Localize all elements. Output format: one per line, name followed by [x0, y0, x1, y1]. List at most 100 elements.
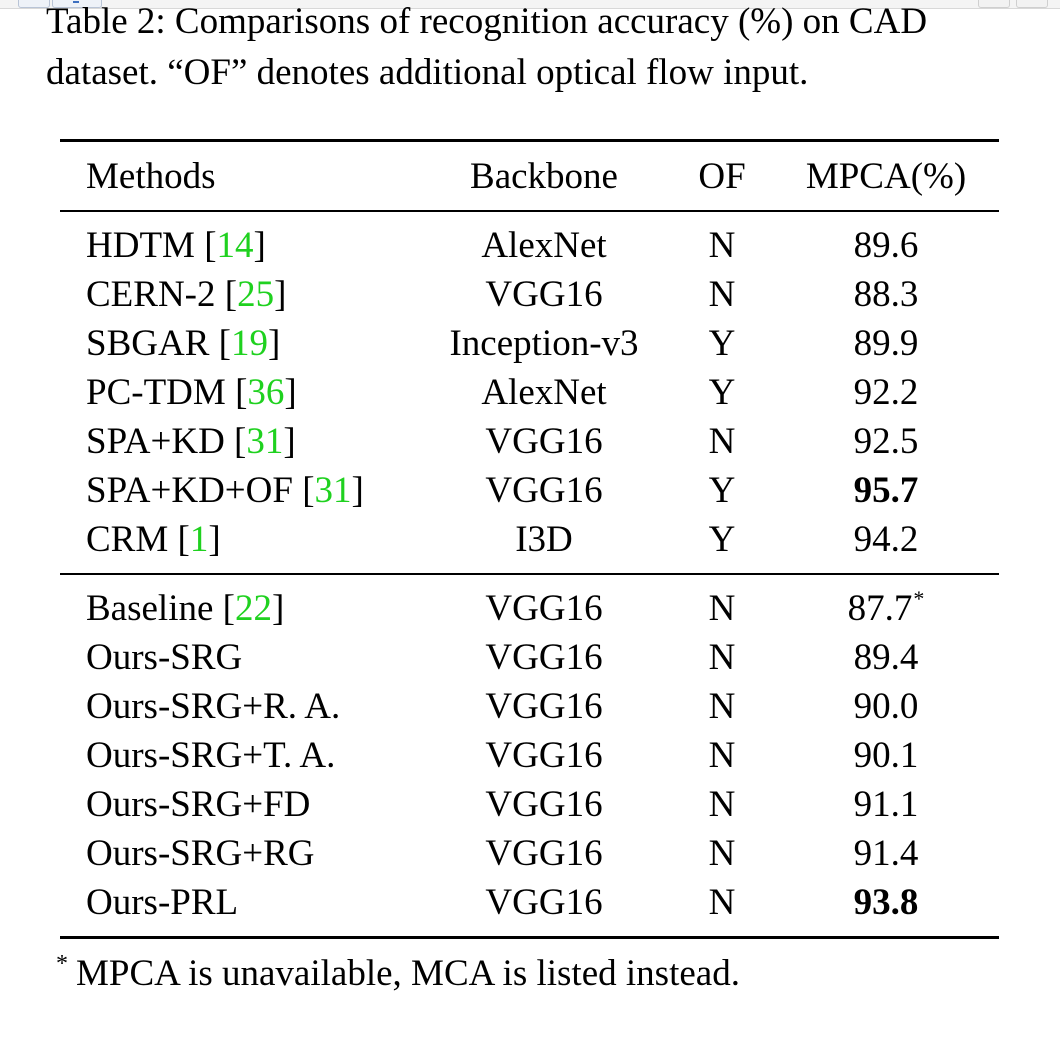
- mpca-value: 87.7: [847, 588, 913, 629]
- mpca-cell: 93.8: [854, 883, 919, 923]
- mpca-cell: 89.6: [854, 226, 919, 266]
- citation-link[interactable]: 1: [189, 519, 209, 560]
- method-name: CRM: [86, 519, 169, 560]
- method-cell: CRM [1]: [86, 519, 221, 560]
- header-mpca: MPCA(%): [805, 156, 967, 197]
- chevron-down-icon: [73, 0, 79, 3]
- backbone-cell: VGG16: [485, 735, 603, 776]
- mpca-cell: 87.7*: [847, 586, 925, 633]
- of-cell: Y: [708, 519, 736, 560]
- method-cell: Ours-SRG+FD: [86, 785, 310, 825]
- mpca-cell: 94.2: [854, 520, 919, 560]
- citation-link[interactable]: 36: [247, 372, 285, 413]
- method-cell: Ours-SRG: [86, 638, 242, 678]
- footnote-marker: *: [913, 586, 925, 611]
- backbone-cell: AlexNet: [481, 225, 607, 266]
- of-cell: N: [708, 274, 736, 315]
- header-of: OF: [698, 156, 746, 197]
- backbone-cell: VGG16: [485, 274, 603, 315]
- method-name: CERN-2: [86, 274, 216, 315]
- table-bottom-rule: [60, 936, 999, 939]
- footnote-mark: *: [56, 951, 68, 977]
- of-cell: N: [708, 833, 736, 874]
- backbone-cell: VGG16: [485, 421, 603, 462]
- table-caption: Table 2: Comparisons of recognition accu…: [46, 0, 1046, 98]
- of-cell: N: [708, 686, 736, 727]
- backbone-cell: I3D: [515, 519, 573, 560]
- citation-link[interactable]: 19: [230, 323, 268, 364]
- method-cell: Ours-SRG+R. A.: [86, 687, 340, 727]
- table-top-rule: [60, 139, 999, 142]
- backbone-cell: AlexNet: [481, 372, 607, 413]
- mpca-cell: 92.2: [854, 373, 919, 413]
- backbone-cell: VGG16: [485, 686, 603, 727]
- toolbar-dropdown-button[interactable]: [52, 0, 102, 8]
- mpca-cell: 89.4: [854, 638, 919, 678]
- backbone-cell: VGG16: [485, 588, 603, 629]
- mpca-cell: 91.1: [854, 785, 919, 825]
- method-cell: Baseline [22]: [86, 588, 285, 629]
- header-backbone: Backbone: [470, 156, 618, 197]
- citation-link[interactable]: 31: [314, 470, 352, 511]
- of-cell: N: [708, 784, 736, 825]
- group-separator-rule: [60, 573, 999, 575]
- header-methods: Methods: [86, 156, 216, 197]
- mpca-cell: 91.4: [854, 834, 919, 874]
- citation-link[interactable]: 31: [246, 421, 284, 462]
- method-name: Ours-SRG: [86, 637, 243, 678]
- backbone-cell: VGG16: [485, 833, 603, 874]
- table-footnote: * MPCA is unavailable, MCA is listed inst…: [56, 951, 740, 1000]
- method-cell: SBGAR [19]: [86, 323, 281, 364]
- caption-line-1: Table 2: Comparisons of recognition accu…: [46, 1, 928, 42]
- method-cell: SPA+KD+OF [31]: [86, 470, 364, 511]
- mpca-value: 93.8: [853, 882, 919, 923]
- mpca-value: 89.6: [853, 225, 919, 266]
- toolbar-button[interactable]: [978, 0, 1010, 8]
- viewer-toolbar: [0, 0, 1060, 9]
- mpca-value: 94.2: [853, 519, 919, 560]
- toolbar-button[interactable]: [18, 0, 50, 8]
- backbone-cell: VGG16: [485, 784, 603, 825]
- of-cell: Y: [708, 372, 736, 413]
- mpca-value: 91.4: [853, 833, 919, 874]
- mpca-cell: 92.5: [854, 422, 919, 462]
- method-name: Baseline: [86, 588, 214, 629]
- method-name: SPA+KD: [86, 421, 225, 462]
- method-cell: HDTM [14]: [86, 225, 266, 266]
- backbone-cell: Inception-v3: [449, 323, 639, 364]
- backbone-cell: VGG16: [485, 470, 603, 511]
- method-name: PC-TDM: [86, 372, 226, 413]
- of-cell: N: [708, 588, 736, 629]
- of-cell: N: [708, 225, 736, 266]
- method-name: Ours-SRG+RG: [86, 833, 315, 874]
- method-name: HDTM: [86, 225, 195, 266]
- method-name: Ours-PRL: [86, 882, 239, 923]
- of-cell: N: [708, 735, 736, 776]
- mpca-value: 92.2: [853, 372, 919, 413]
- toolbar-button[interactable]: [1016, 0, 1048, 8]
- mpca-value: 90.1: [853, 735, 919, 776]
- mpca-cell: 95.7: [854, 471, 919, 511]
- mpca-value: 89.9: [853, 323, 919, 364]
- method-name: Ours-SRG+T. A.: [86, 735, 336, 776]
- citation-link[interactable]: 14: [216, 225, 254, 266]
- backbone-cell: VGG16: [485, 882, 603, 923]
- of-cell: N: [708, 882, 736, 923]
- mpca-cell: 89.9: [854, 324, 919, 364]
- citation-link[interactable]: 22: [234, 588, 272, 629]
- header-rule: [60, 210, 999, 212]
- footnote-text: MPCA is unavailable, MCA is listed inste…: [76, 953, 740, 994]
- mpca-value: 88.3: [853, 274, 919, 315]
- mpca-value: 91.1: [853, 784, 919, 825]
- backbone-cell: VGG16: [485, 637, 603, 678]
- citation-link[interactable]: 25: [237, 274, 275, 315]
- mpca-value: 92.5: [853, 421, 919, 462]
- method-cell: Ours-SRG+RG: [86, 834, 315, 874]
- of-cell: N: [708, 637, 736, 678]
- of-cell: Y: [708, 470, 736, 511]
- of-cell: Y: [708, 323, 736, 364]
- of-cell: N: [708, 421, 736, 462]
- method-cell: Ours-PRL: [86, 883, 238, 923]
- method-cell: SPA+KD [31]: [86, 421, 296, 462]
- mpca-cell: 90.0: [854, 687, 919, 727]
